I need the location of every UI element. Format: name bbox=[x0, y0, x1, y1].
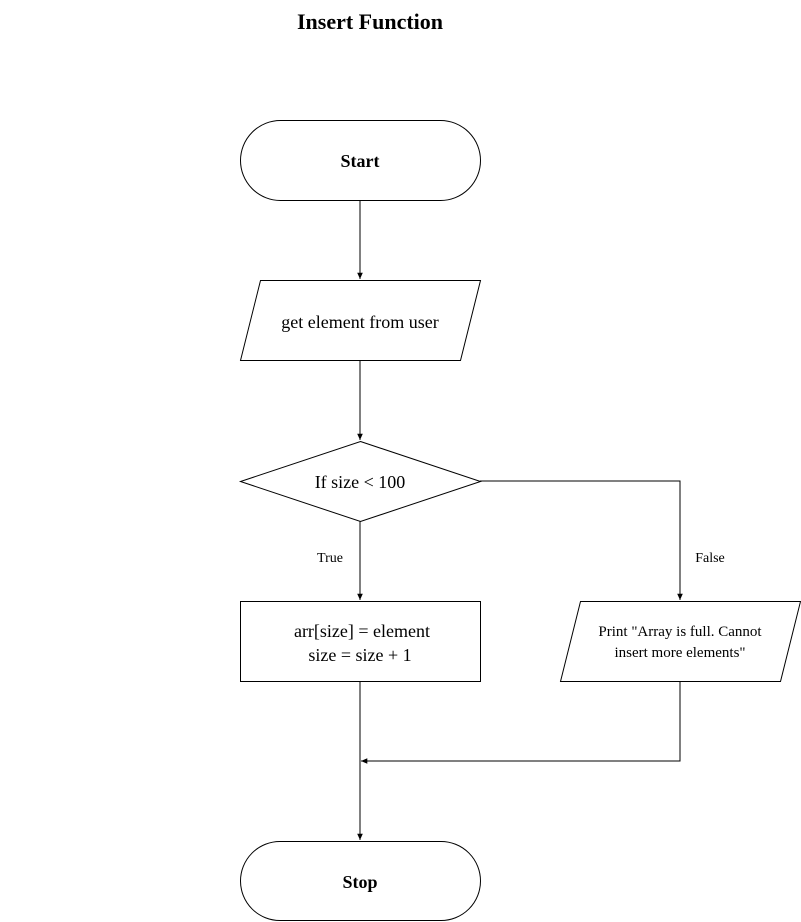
decision-label: If size < 100 bbox=[315, 472, 406, 492]
output-node[interactable]: Print "Array is full. Cannot insert more… bbox=[559, 601, 801, 682]
edge-label-true: True bbox=[317, 551, 343, 566]
start-shape bbox=[240, 120, 481, 201]
start-label: Start bbox=[341, 151, 380, 171]
diagram-title: Insert Function bbox=[297, 9, 443, 34]
process-line-2: size = size + 1 bbox=[308, 645, 411, 665]
edge-output-to-merge bbox=[361, 681, 681, 764]
output-shape bbox=[559, 601, 801, 682]
edge-decision-false bbox=[480, 480, 683, 600]
stop-node[interactable]: Stop bbox=[240, 841, 481, 921]
input-shape bbox=[239, 280, 482, 361]
output-line-2: insert more elements" bbox=[614, 645, 745, 661]
process-shape bbox=[240, 601, 481, 682]
decision-node[interactable]: If size < 100 bbox=[238, 440, 483, 523]
stop-label: Stop bbox=[342, 872, 377, 892]
process-node[interactable]: arr[size] = element size = size + 1 bbox=[240, 601, 481, 682]
start-node[interactable]: Start bbox=[240, 120, 481, 201]
stop-shape bbox=[240, 841, 481, 921]
input-node[interactable]: get element from user bbox=[239, 280, 482, 361]
process-line-1: arr[size] = element bbox=[294, 621, 430, 641]
edges bbox=[357, 200, 683, 840]
edge-label-false: False bbox=[695, 551, 725, 566]
output-line-1: Print "Array is full. Cannot bbox=[598, 624, 762, 640]
input-label: get element from user bbox=[281, 312, 438, 332]
decision-shape bbox=[238, 440, 483, 523]
